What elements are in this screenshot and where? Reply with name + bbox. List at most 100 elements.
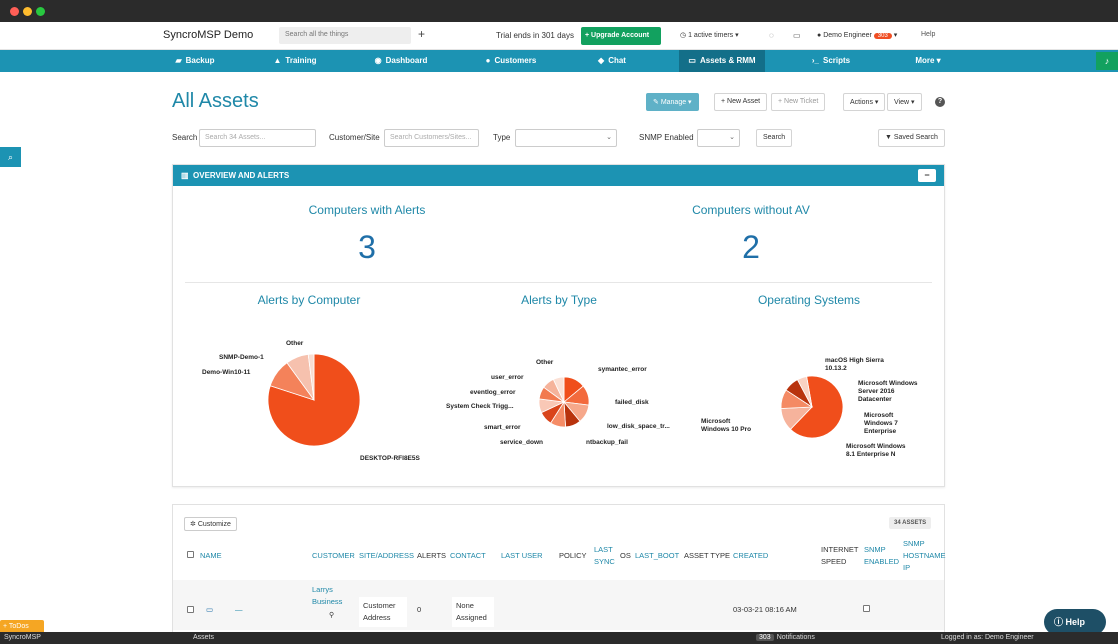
active-timers-dropdown[interactable]: ◷ 1 active timers ▾ bbox=[680, 32, 739, 39]
pie-slice[interactable] bbox=[780, 406, 813, 430]
gear-icon: ✲ bbox=[190, 521, 198, 528]
nav-more[interactable]: More ▾ bbox=[915, 56, 941, 65]
status-app-name: SyncroMSP bbox=[4, 634, 41, 641]
page-title: All Assets bbox=[172, 90, 259, 112]
close-window-button[interactable] bbox=[10, 7, 19, 16]
column-os: OS bbox=[620, 551, 631, 560]
minimize-window-button[interactable] bbox=[23, 7, 32, 16]
help-link[interactable]: Help bbox=[921, 31, 936, 38]
column-customer[interactable]: CUSTOMER bbox=[312, 551, 355, 560]
question-icon[interactable]: ? bbox=[935, 97, 945, 107]
pie-slice[interactable] bbox=[286, 353, 315, 401]
manage-dropdown-button[interactable]: ✎ Manage ▾ bbox=[646, 93, 699, 111]
column-last-user[interactable]: LAST USER bbox=[501, 551, 543, 560]
nav-assets-rmm[interactable]: ▭ Assets & RMM bbox=[679, 50, 765, 72]
column-contact[interactable]: CONTACT bbox=[450, 551, 486, 560]
upgrade-account-button[interactable]: + Upgrade Account bbox=[581, 27, 661, 45]
column-snmp-hostname[interactable]: SNMP HOSTNAME IP bbox=[903, 539, 946, 572]
pie-slice[interactable] bbox=[780, 389, 814, 409]
column-site[interactable]: SITE/ADDRESS bbox=[359, 551, 415, 560]
status-notifications[interactable]: 303 Notifications bbox=[756, 632, 815, 644]
site-address: Customer Address bbox=[359, 597, 407, 627]
keyboard-icon[interactable]: ▭ bbox=[793, 31, 801, 40]
pie-label: Microsoft Windows 10 Pro bbox=[701, 418, 752, 433]
table-row[interactable]: ▭ — Larrys Business ⚲ Customer Address 0… bbox=[173, 580, 944, 630]
section-divider bbox=[185, 282, 932, 283]
column-created[interactable]: CREATED bbox=[733, 551, 769, 560]
search-button[interactable]: Search bbox=[756, 129, 793, 147]
pie-slice[interactable] bbox=[563, 385, 590, 406]
column-policy: POLICY bbox=[559, 551, 587, 560]
pie-label: Other bbox=[286, 340, 304, 347]
column-name[interactable]: NAME bbox=[200, 551, 222, 560]
user-menu[interactable]: ● Demo Engineer 303 ▾ bbox=[817, 32, 898, 39]
pie-slice[interactable] bbox=[563, 401, 590, 422]
customize-columns-button[interactable]: ✲ Customize bbox=[184, 517, 237, 531]
pie-label: service_down bbox=[500, 439, 543, 446]
new-ticket-button[interactable]: + New Ticket bbox=[771, 93, 826, 111]
new-asset-button[interactable]: + New Asset bbox=[714, 93, 768, 111]
bar-chart-icon: ▥ bbox=[181, 171, 191, 180]
pie-slice[interactable] bbox=[796, 376, 813, 408]
nav-dashboard[interactable]: ◉ Dashboard bbox=[374, 56, 428, 65]
column-last-sync[interactable]: LAST SYNC bbox=[594, 545, 615, 566]
snmp-enabled-label: SNMP Enabled bbox=[639, 133, 694, 142]
chevron-down-icon: ⌄ bbox=[606, 134, 612, 141]
pie-slice[interactable] bbox=[550, 400, 566, 428]
nav-backup[interactable]: ▰ Backup bbox=[175, 56, 215, 65]
computers-with-alerts-count[interactable]: 3 bbox=[358, 229, 376, 265]
status-section: Assets bbox=[193, 634, 215, 641]
type-select[interactable]: ⌄ bbox=[515, 129, 617, 147]
asset-name-link[interactable]: — bbox=[235, 605, 243, 614]
snmp-enabled-select[interactable]: ⌄ bbox=[697, 129, 740, 147]
created-date: 03-03-21 08:16 AM bbox=[733, 605, 797, 614]
row-checkbox[interactable] bbox=[187, 606, 194, 613]
help-button[interactable]: ⓘ Help bbox=[1044, 609, 1106, 635]
pie-slice[interactable] bbox=[267, 353, 361, 447]
collapse-button[interactable]: − bbox=[918, 169, 936, 182]
pie-slice[interactable] bbox=[552, 376, 565, 403]
bell-icon[interactable]: ♪ bbox=[1096, 52, 1118, 70]
select-all-checkbox[interactable] bbox=[187, 551, 194, 558]
column-last-boot[interactable]: LAST_BOOT bbox=[635, 551, 680, 560]
pie-slice[interactable] bbox=[785, 379, 813, 408]
main-navigation: ▰ Backup ▲ Training ◉ Dashboard ● Customers … bbox=[0, 50, 1118, 72]
customer-link[interactable]: Larrys Business bbox=[312, 585, 343, 606]
todos-button[interactable]: + ToDos bbox=[0, 620, 44, 635]
nav-customers[interactable]: ● Customers bbox=[485, 56, 537, 65]
zoom-search-icon[interactable]: ⌕ bbox=[0, 147, 21, 167]
chat-bubble-icon[interactable]: ◌ bbox=[769, 31, 774, 40]
status-bar: SyncroMSP Assets 303 Notifications Logged… bbox=[0, 632, 1118, 644]
nav-scripts[interactable]: ›_ Scripts bbox=[811, 56, 851, 65]
nav-chat[interactable]: ◆ Chat bbox=[598, 56, 626, 65]
saved-search-button[interactable]: ▼ Saved Search bbox=[878, 129, 945, 147]
global-search-input[interactable]: Search all the things bbox=[279, 27, 411, 44]
quick-add-button[interactable]: + bbox=[418, 27, 426, 41]
pie-slice[interactable] bbox=[307, 353, 315, 401]
computers-without-av-count[interactable]: 2 bbox=[742, 229, 760, 265]
question-circle-icon: ⓘ bbox=[1054, 617, 1066, 627]
pie-slice[interactable] bbox=[538, 398, 566, 414]
pie-slice[interactable] bbox=[538, 386, 565, 403]
status-logged-in: Logged in as: Demo Engineer bbox=[941, 634, 1034, 641]
customer-site-input[interactable]: Search Customers/Sites... bbox=[384, 129, 479, 147]
nav-training[interactable]: ▲ Training bbox=[273, 56, 317, 65]
pie-slice[interactable] bbox=[563, 400, 581, 428]
actions-dropdown-button[interactable]: Actions ▾ bbox=[843, 93, 886, 111]
brand-name[interactable]: SyncroMSP Demo bbox=[163, 29, 254, 41]
pie-slice[interactable] bbox=[540, 401, 566, 424]
column-snmp-enabled[interactable]: SNMP ENABLED bbox=[864, 545, 900, 566]
user-circle-icon: ● bbox=[817, 32, 824, 39]
customer-site-label: Customer/Site bbox=[329, 133, 380, 142]
view-dropdown-button[interactable]: View ▾ bbox=[887, 93, 922, 111]
assets-table: ✲ Customize 34 ASSETS NAME CUSTOMER SITE… bbox=[172, 504, 946, 644]
notification-badge: 303 bbox=[873, 33, 892, 39]
pie-label: low_disk_space_tr... bbox=[607, 423, 670, 430]
pie-slice[interactable] bbox=[269, 362, 316, 401]
asset-search-input[interactable]: Search 34 Assets... bbox=[199, 129, 316, 147]
snmp-enabled-checkbox[interactable] bbox=[863, 605, 870, 612]
pie-slice[interactable] bbox=[789, 375, 844, 439]
zoom-window-button[interactable] bbox=[36, 7, 45, 16]
pie-slice[interactable] bbox=[563, 376, 584, 403]
pie-slice[interactable] bbox=[543, 378, 565, 403]
